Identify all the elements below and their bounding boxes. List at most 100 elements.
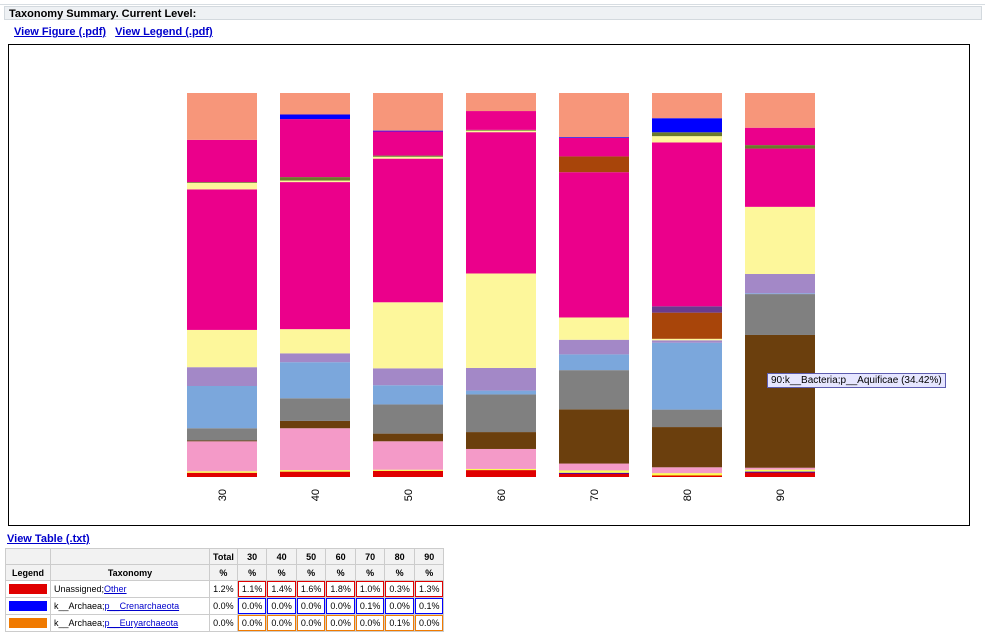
bar-segment[interactable] — [280, 119, 350, 178]
bar-segment[interactable] — [373, 93, 443, 131]
bar-segment[interactable] — [652, 475, 722, 477]
bar-segment[interactable] — [745, 334, 815, 468]
bar-segment[interactable] — [745, 293, 815, 295]
bar-segment[interactable] — [187, 93, 257, 140]
bar-segment[interactable] — [652, 118, 722, 133]
bar-segment[interactable] — [652, 475, 722, 476]
bar-segment[interactable] — [373, 433, 443, 442]
bar-segment[interactable] — [652, 338, 722, 341]
bar-segment[interactable] — [187, 440, 257, 442]
bar-segment[interactable] — [280, 93, 350, 115]
bar-segment[interactable] — [280, 471, 350, 477]
bar-segment[interactable] — [187, 182, 257, 183]
bar-stack-90[interactable] — [745, 93, 815, 477]
bar-segment[interactable] — [559, 137, 629, 157]
bar-segment[interactable] — [373, 130, 443, 132]
bar-segment[interactable] — [280, 428, 350, 471]
bar-segment[interactable] — [373, 302, 443, 369]
bar-segment[interactable] — [652, 142, 722, 307]
bar-segment[interactable] — [652, 93, 722, 119]
bar-segment[interactable] — [466, 470, 536, 477]
bar-segment[interactable] — [466, 367, 536, 391]
bar-segment[interactable] — [652, 467, 722, 474]
bar-segment[interactable] — [745, 471, 815, 477]
bar-segment[interactable] — [559, 370, 629, 410]
bar-stack-80[interactable] — [652, 93, 722, 477]
bar-segment[interactable] — [745, 471, 815, 473]
taxonomy-link[interactable]: Other — [104, 584, 127, 594]
bar-segment[interactable] — [466, 130, 536, 133]
bar-segment[interactable] — [280, 114, 350, 120]
bar-segment[interactable] — [466, 448, 536, 469]
bar-segment[interactable] — [187, 471, 257, 473]
bar-segment[interactable] — [466, 273, 536, 368]
bar-segment[interactable] — [373, 158, 443, 303]
bar-segment[interactable] — [280, 362, 350, 399]
bar-segment[interactable] — [373, 155, 443, 157]
bar-segment[interactable] — [187, 367, 257, 386]
bar-segment[interactable] — [187, 472, 257, 477]
bar-segment[interactable] — [559, 409, 629, 464]
bar-stack-50[interactable] — [373, 93, 443, 477]
bar-segment[interactable] — [280, 182, 350, 330]
bar-segment[interactable] — [187, 385, 257, 429]
bar-segment[interactable] — [559, 473, 629, 477]
bar-segment[interactable] — [466, 111, 536, 130]
bar-segment[interactable] — [745, 127, 815, 146]
bar-segment[interactable] — [373, 131, 443, 156]
bar-segment[interactable] — [187, 428, 257, 441]
bar-segment[interactable] — [373, 469, 443, 471]
bar-segment[interactable] — [280, 177, 350, 181]
bar-segment[interactable] — [652, 473, 722, 476]
view-legend-link[interactable]: View Legend (.pdf) — [115, 26, 213, 38]
bar-segment[interactable] — [466, 390, 536, 395]
bar-segment[interactable] — [652, 427, 722, 468]
bar-segment[interactable] — [559, 470, 629, 473]
bar-segment[interactable] — [280, 329, 350, 354]
bar-segment[interactable] — [745, 206, 815, 274]
bar-segment[interactable] — [373, 385, 443, 405]
bar-segment[interactable] — [745, 93, 815, 128]
bar-segment[interactable] — [745, 145, 815, 149]
bar-segment[interactable] — [280, 353, 350, 363]
bar-segment[interactable] — [187, 329, 257, 368]
bar-segment[interactable] — [745, 274, 815, 294]
bar-segment[interactable] — [745, 467, 815, 470]
bar-segment[interactable] — [745, 294, 815, 335]
bar-segment[interactable] — [745, 148, 815, 207]
bar-segment[interactable] — [466, 468, 536, 471]
bar-segment[interactable] — [187, 182, 257, 190]
bar-stack-70[interactable] — [559, 93, 629, 477]
bar-segment[interactable] — [652, 306, 722, 313]
bar-segment[interactable] — [280, 398, 350, 421]
bar-segment[interactable] — [373, 368, 443, 386]
bar-segment[interactable] — [280, 470, 350, 472]
bar-segment[interactable] — [466, 132, 536, 274]
bar-segment[interactable] — [466, 93, 536, 112]
bar-segment[interactable] — [652, 340, 722, 343]
view-table-link[interactable]: View Table (.txt) — [7, 533, 90, 545]
bar-segment[interactable] — [373, 441, 443, 470]
bar-segment[interactable] — [559, 354, 629, 371]
bar-segment[interactable] — [652, 132, 722, 137]
bar-segment[interactable] — [466, 432, 536, 449]
bar-stack-60[interactable] — [466, 93, 536, 477]
bar-segment[interactable] — [652, 312, 722, 339]
bar-segment[interactable] — [745, 469, 815, 472]
bar-segment[interactable] — [559, 156, 629, 173]
bar-segment[interactable] — [559, 472, 629, 474]
bar-segment[interactable] — [187, 189, 257, 330]
bar-segment[interactable] — [652, 409, 722, 428]
bar-segment[interactable] — [559, 93, 629, 138]
bar-segment[interactable] — [280, 180, 350, 183]
bar-segment[interactable] — [559, 172, 629, 318]
bar-segment[interactable] — [652, 136, 722, 143]
bar-stack-30[interactable] — [187, 93, 257, 477]
bar-segment[interactable] — [280, 420, 350, 429]
view-figure-link[interactable]: View Figure (.pdf) — [14, 26, 107, 38]
bar-segment[interactable] — [373, 470, 443, 477]
bar-segment[interactable] — [559, 317, 629, 340]
bar-segment[interactable] — [559, 339, 629, 355]
bar-segment[interactable] — [187, 139, 257, 183]
taxonomy-link[interactable]: p__Crenarchaeota — [104, 601, 180, 611]
